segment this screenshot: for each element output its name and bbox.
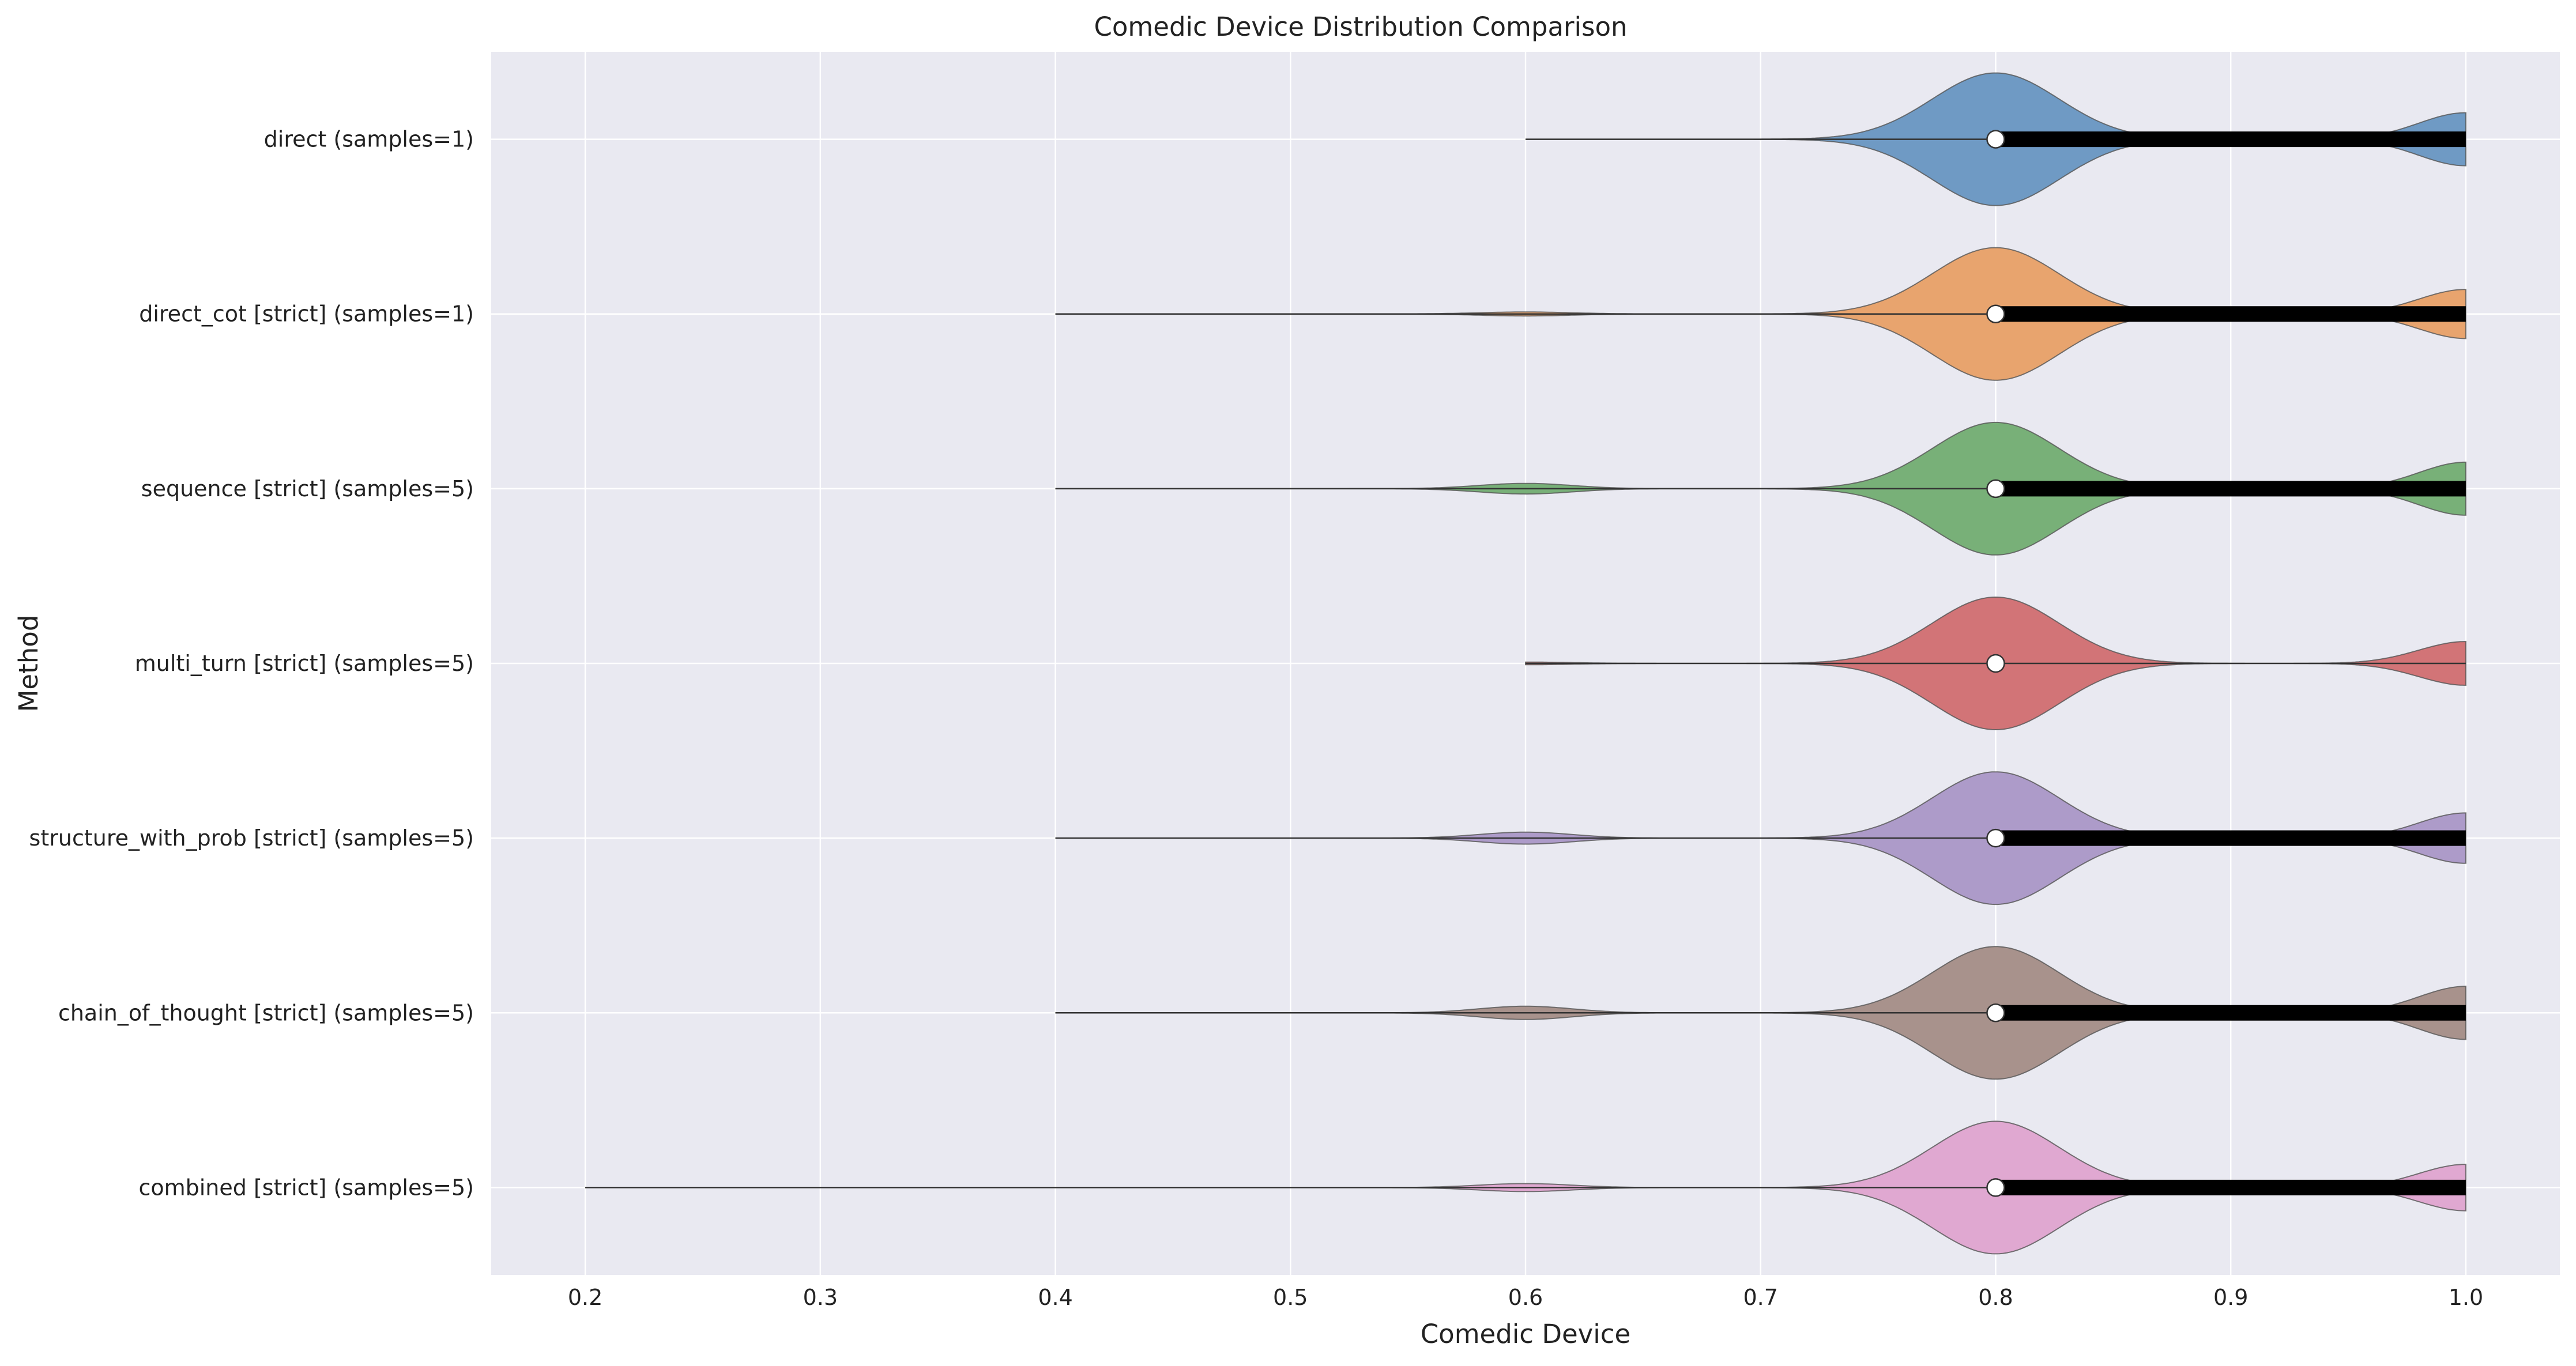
x-tick-label: 0.3 [803, 1285, 838, 1310]
y-axis-label: Method [13, 615, 44, 712]
x-tick-label: 0.5 [1273, 1285, 1308, 1310]
y-tick-label: direct (samples=1) [264, 127, 474, 152]
y-tick-label: combined [strict] (samples=5) [138, 1175, 474, 1200]
x-tick-label: 0.2 [568, 1285, 602, 1310]
median-marker [1986, 479, 2005, 499]
y-tick-label: sequence [strict] (samples=5) [141, 476, 474, 501]
median-marker [1986, 304, 2005, 323]
violins [585, 72, 2466, 1255]
median-marker [1986, 130, 2005, 149]
y-tick-label: multi_turn [strict] (samples=5) [135, 651, 474, 676]
x-tick-label: 0.6 [1508, 1285, 1543, 1310]
x-tick-label: 1.0 [2449, 1285, 2483, 1310]
median-marker [1986, 654, 2005, 673]
median-marker [1986, 1003, 2005, 1022]
x-tick-label: 0.7 [1743, 1285, 1778, 1310]
x-tick-label: 0.4 [1038, 1285, 1072, 1310]
y-tick-label: structure_with_prob [strict] (samples=5) [29, 825, 474, 851]
chart-title: Comedic Device Distribution Comparison [1094, 12, 1627, 42]
y-tick-label: chain_of_thought [strict] (samples=5) [58, 1000, 474, 1025]
x-tick-label: 0.8 [1978, 1285, 2013, 1310]
y-tick-label: direct_cot [strict] (samples=1) [139, 301, 474, 327]
x-tick-labels: 0.2 0.3 0.4 0.5 0.6 0.7 0.8 0.9 1.0 [568, 1285, 2483, 1310]
y-tick-labels: direct (samples=1) direct_cot [strict] (s… [29, 127, 474, 1201]
median-marker [1986, 1178, 2005, 1197]
x-tick-label: 0.9 [2213, 1285, 2248, 1310]
x-axis-label: Comedic Device [1421, 1319, 1630, 1349]
median-marker [1986, 828, 2005, 848]
